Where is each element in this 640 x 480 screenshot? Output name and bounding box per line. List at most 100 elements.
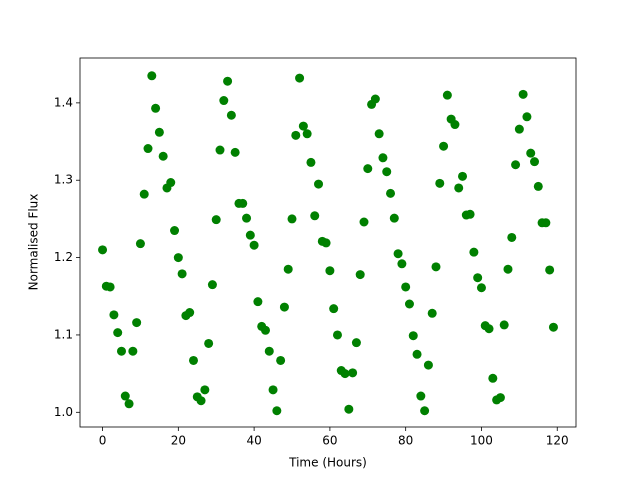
point (393, 249, 403, 259)
x-tick-label: 60 (322, 434, 337, 448)
point (427, 308, 437, 318)
point (397, 259, 407, 269)
y-tick-label: 1.1 (54, 327, 73, 341)
point (435, 178, 445, 188)
point (495, 393, 505, 403)
point (272, 406, 282, 416)
point (298, 121, 308, 131)
point (431, 262, 441, 272)
point (548, 322, 558, 332)
point (420, 406, 430, 416)
point (355, 270, 365, 280)
point (158, 151, 168, 161)
point (545, 265, 555, 275)
point (260, 325, 270, 335)
x-tick-label: 0 (99, 434, 107, 448)
point (332, 330, 342, 340)
point (245, 230, 255, 240)
point (291, 130, 301, 140)
point (439, 141, 449, 151)
point (204, 338, 214, 348)
point (287, 214, 297, 224)
point (378, 153, 388, 163)
point (113, 328, 123, 338)
point (359, 217, 369, 227)
point (276, 355, 286, 365)
point (135, 239, 145, 249)
point (321, 238, 331, 248)
point (147, 71, 157, 81)
point (98, 245, 108, 255)
y-tick-label: 1.4 (54, 95, 73, 109)
point (124, 399, 134, 409)
point (325, 266, 335, 276)
point (465, 209, 475, 219)
point (268, 385, 278, 395)
point (530, 157, 540, 167)
point (408, 331, 418, 341)
point (348, 368, 358, 378)
point (351, 338, 361, 348)
y-tick-label: 1.3 (54, 173, 73, 187)
y-axis-label: Normalised Flux (27, 194, 41, 291)
point (223, 76, 233, 86)
point (279, 302, 289, 312)
point (196, 396, 206, 406)
point (476, 283, 486, 293)
point (511, 160, 521, 170)
point (211, 215, 221, 225)
point (401, 282, 411, 292)
point (166, 178, 176, 188)
point (200, 385, 210, 395)
point (215, 145, 225, 155)
point (310, 211, 320, 221)
point (329, 304, 339, 314)
point (518, 89, 528, 99)
point (249, 240, 259, 250)
x-tick-label: 120 (546, 434, 569, 448)
x-axis-label: Time (Hours) (288, 456, 367, 470)
point (139, 189, 149, 199)
point (188, 355, 198, 365)
point (154, 127, 164, 137)
point (151, 103, 161, 113)
point (473, 273, 483, 283)
point (541, 218, 551, 228)
point (226, 110, 236, 120)
point (264, 346, 274, 356)
point (526, 148, 536, 158)
point (314, 179, 324, 189)
point (363, 164, 373, 174)
plot-frame (79, 57, 577, 428)
point (389, 213, 399, 223)
point (374, 129, 384, 139)
point (507, 232, 517, 242)
point (306, 157, 316, 167)
point (230, 147, 240, 157)
point (370, 94, 380, 104)
point (382, 167, 392, 177)
point (302, 129, 312, 139)
point (253, 297, 263, 307)
point (283, 264, 293, 274)
point (132, 318, 142, 328)
point (340, 369, 350, 379)
point (514, 124, 524, 134)
point (416, 391, 426, 401)
point (484, 324, 494, 334)
point (458, 171, 468, 181)
x-tick-label: 80 (398, 434, 413, 448)
y-tick-label: 1.0 (54, 405, 73, 419)
point (412, 349, 422, 359)
point (219, 96, 229, 106)
point (522, 112, 532, 122)
point (442, 90, 452, 100)
point (488, 373, 498, 383)
x-tick-label: 100 (470, 434, 493, 448)
point (238, 198, 248, 208)
point (105, 282, 115, 292)
point (386, 188, 396, 198)
x-tick-label: 20 (171, 434, 186, 448)
